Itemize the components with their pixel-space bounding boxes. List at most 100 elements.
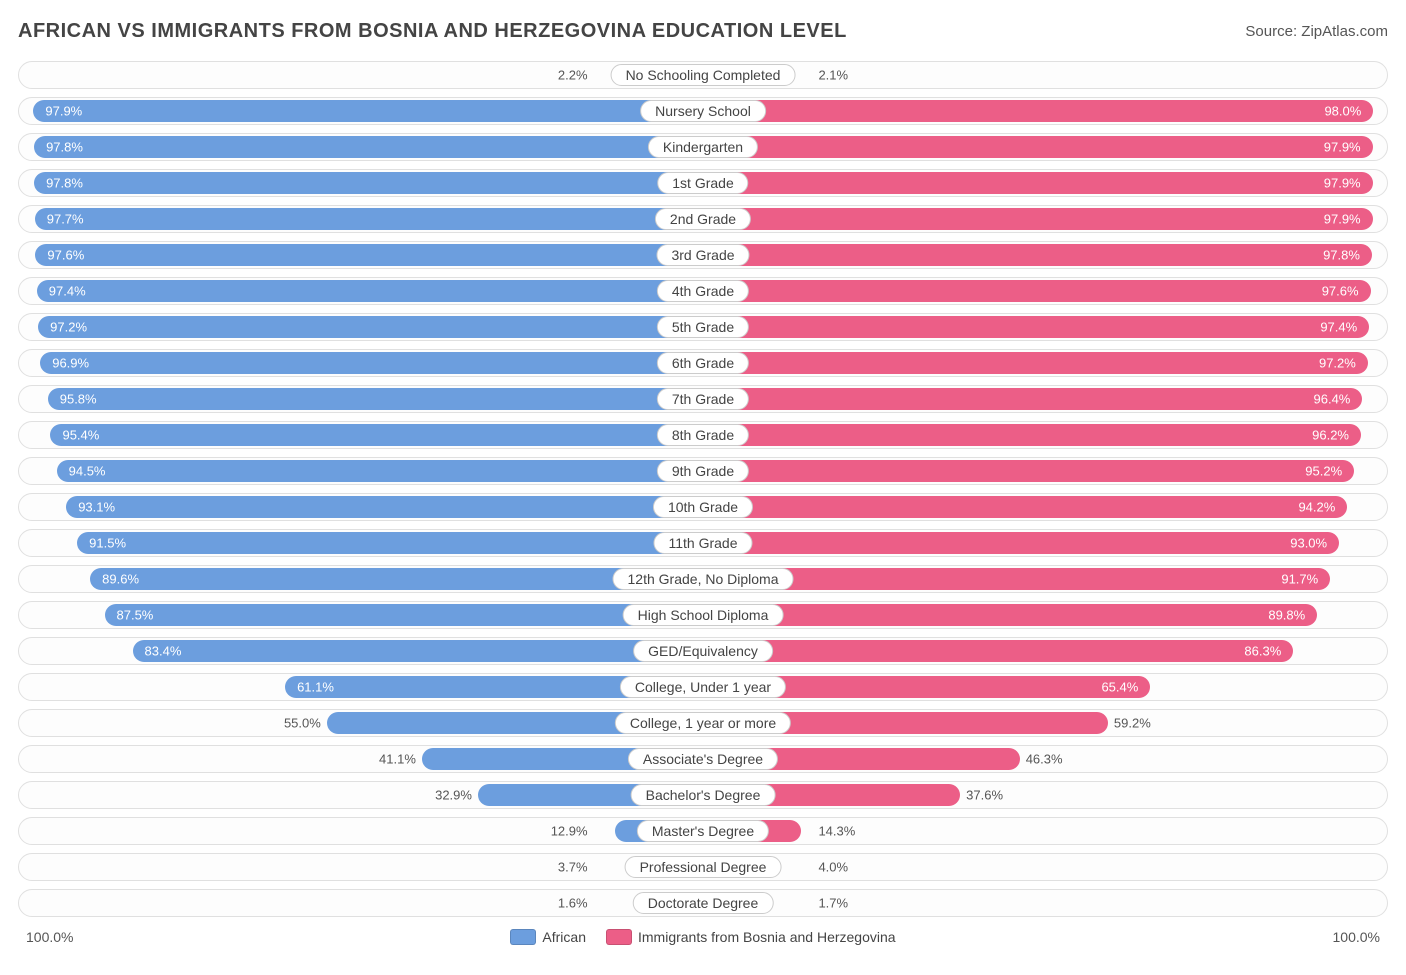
legend-item-right: Immigrants from Bosnia and Herzegovina: [606, 929, 896, 945]
chart-row: 95.8% 96.4% 7th Grade: [18, 385, 1388, 413]
legend: African Immigrants from Bosnia and Herze…: [510, 929, 895, 945]
chart-row: 2.2% 2.1% No Schooling Completed: [18, 61, 1388, 89]
value-right: 97.4%: [1320, 320, 1357, 335]
row-label: 12th Grade, No Diploma: [613, 568, 794, 590]
chart-area: 2.2% 2.1% No Schooling Completed 97.9%98.0%…: [18, 61, 1388, 917]
chart-row: 94.5%95.2%9th Grade: [18, 457, 1388, 485]
chart-row: 61.1%65.4%College, Under 1 year: [18, 673, 1388, 701]
chart-row: 32.9%37.6%Bachelor's Degree: [18, 781, 1388, 809]
value-right: 46.3%: [1026, 752, 1063, 767]
value-right: 86.3%: [1244, 644, 1281, 659]
bar-left: [35, 244, 703, 266]
value-left: 97.6%: [47, 248, 84, 263]
bar-left: [37, 280, 703, 302]
bar-left: [38, 316, 703, 338]
value-left: 87.5%: [117, 608, 154, 623]
row-label: 8th Grade: [657, 424, 749, 446]
bar-left: [57, 460, 703, 482]
axis-label-left: 100.0%: [26, 929, 73, 945]
source-name: ZipAtlas.com: [1301, 23, 1388, 40]
bar-right: [703, 568, 1330, 590]
value-left: 97.4%: [49, 284, 86, 299]
value-right: 97.9%: [1324, 140, 1361, 155]
value-right: 1.7%: [818, 896, 848, 911]
value-left: 96.9%: [52, 356, 89, 371]
row-label: College, 1 year or more: [615, 712, 791, 734]
value-left: 55.0%: [284, 716, 321, 731]
value-right: 2.1%: [818, 68, 848, 83]
bar-right: [703, 460, 1354, 482]
bar-right: [703, 208, 1373, 230]
row-label: 7th Grade: [657, 388, 749, 410]
bar-left: [48, 388, 703, 410]
chart-row: 12.9%14.3%Master's Degree: [18, 817, 1388, 845]
bar-right: [703, 640, 1293, 662]
value-right: 97.6%: [1322, 284, 1359, 299]
row-label: College, Under 1 year: [620, 676, 786, 698]
chart-row: 97.7%97.9%2nd Grade: [18, 205, 1388, 233]
row-label: 3rd Grade: [656, 244, 749, 266]
bar-right: [703, 604, 1317, 626]
row-label: 9th Grade: [657, 460, 749, 482]
row-label: 5th Grade: [657, 316, 749, 338]
chart-row: 1.6%1.7%Doctorate Degree: [18, 889, 1388, 917]
row-label: Professional Degree: [625, 856, 782, 878]
bar-left: [33, 100, 703, 122]
row-label: High School Diploma: [623, 604, 784, 626]
bar-right: [703, 280, 1371, 302]
value-right: 4.0%: [818, 860, 848, 875]
bar-right: [703, 496, 1347, 518]
bar-right: [703, 136, 1373, 158]
value-right: 97.8%: [1323, 248, 1360, 263]
value-left: 89.6%: [102, 572, 139, 587]
value-right: 96.4%: [1314, 392, 1351, 407]
value-right: 37.6%: [966, 788, 1003, 803]
value-right: 95.2%: [1305, 464, 1342, 479]
bar-left: [34, 136, 703, 158]
value-left: 97.7%: [47, 212, 84, 227]
row-label: 2nd Grade: [655, 208, 751, 230]
value-left: 95.8%: [60, 392, 97, 407]
chart-row: 97.9%98.0%Nursery School: [18, 97, 1388, 125]
bar-right: [703, 388, 1362, 410]
value-left: 97.9%: [45, 104, 82, 119]
bar-left: [34, 172, 703, 194]
value-right: 91.7%: [1281, 572, 1318, 587]
legend-row: 100.0% African Immigrants from Bosnia an…: [18, 925, 1388, 949]
row-label: 10th Grade: [653, 496, 753, 518]
bar-right: [703, 316, 1369, 338]
value-right: 96.2%: [1312, 428, 1349, 443]
bar-left: [50, 424, 703, 446]
row-label: 6th Grade: [657, 352, 749, 374]
row-label: No Schooling Completed: [611, 64, 796, 86]
chart-row: 87.5% 89.8% High School Diploma: [18, 601, 1388, 629]
bar-left: [133, 640, 703, 662]
value-left: 91.5%: [89, 536, 126, 551]
value-left: 93.1%: [78, 500, 115, 515]
value-right: 14.3%: [818, 824, 855, 839]
chart-row: 83.4%86.3%GED/Equivalency: [18, 637, 1388, 665]
value-left: 97.2%: [50, 320, 87, 335]
value-right: 89.8%: [1268, 608, 1305, 623]
value-left: 83.4%: [145, 644, 182, 659]
row-label: Nursery School: [640, 100, 766, 122]
chart-row: 89.6% 91.7% 12th Grade, No Diploma: [18, 565, 1388, 593]
value-left: 97.8%: [46, 176, 83, 191]
value-right: 97.9%: [1324, 176, 1361, 191]
value-left: 2.2%: [558, 68, 588, 83]
value-left: 95.4%: [62, 428, 99, 443]
chart-source: Source: ZipAtlas.com: [1245, 23, 1388, 40]
row-label: Associate's Degree: [628, 748, 778, 770]
chart-header: AFRICAN VS IMMIGRANTS FROM BOSNIA AND HE…: [18, 20, 1388, 43]
chart-row: 97.4%97.6%4th Grade: [18, 277, 1388, 305]
legend-swatch-left: [510, 929, 536, 945]
value-left: 3.7%: [558, 860, 588, 875]
value-right: 94.2%: [1298, 500, 1335, 515]
row-label: 1st Grade: [657, 172, 748, 194]
chart-row: 93.1% 94.2% 10th Grade: [18, 493, 1388, 521]
value-right: 93.0%: [1290, 536, 1327, 551]
row-label: Kindergarten: [648, 136, 758, 158]
value-right: 65.4%: [1101, 680, 1138, 695]
bar-left: [77, 532, 703, 554]
row-label: Master's Degree: [637, 820, 769, 842]
